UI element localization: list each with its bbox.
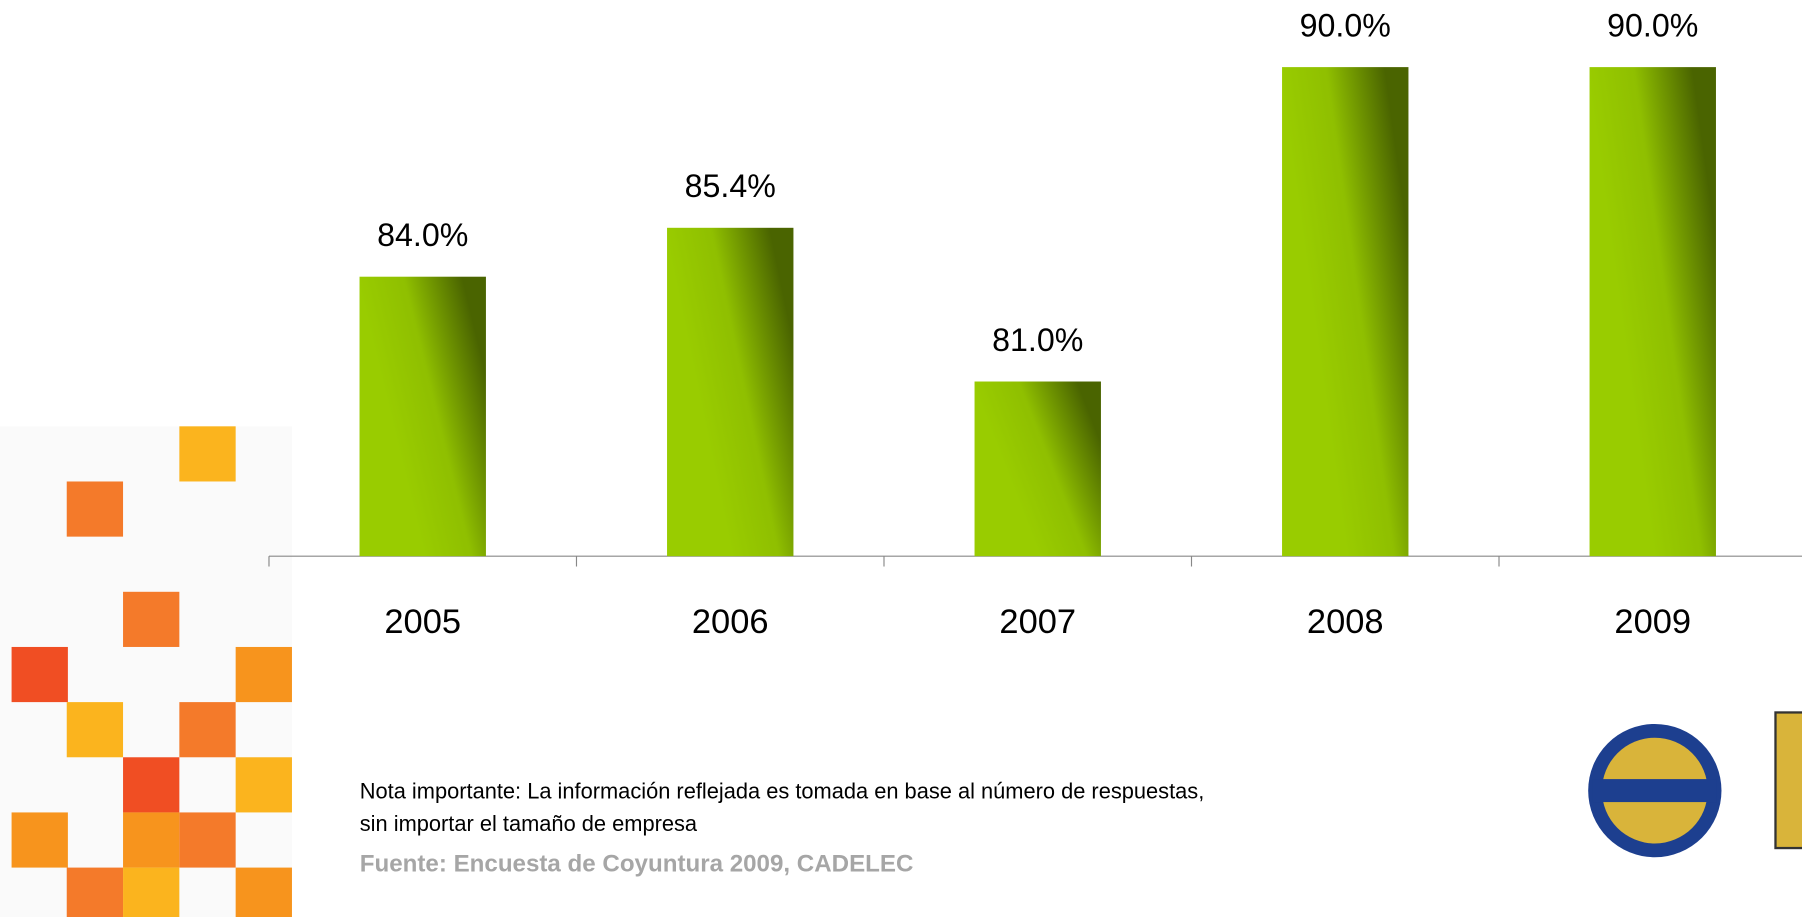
x-tick-label: 2009 [1614, 603, 1691, 641]
logos [1588, 711, 1802, 858]
value-label: 85.4% [685, 168, 776, 204]
bar [667, 227, 794, 557]
x-tick-label: 2006 [692, 603, 769, 641]
source: Fuente: Encuesta de Coyuntura 2009, CADE… [360, 851, 914, 878]
bar [359, 276, 486, 557]
x-tick-label: 2005 [384, 603, 461, 641]
x-tick-label: 2008 [1307, 603, 1384, 641]
note-line: sin importar el tamaño de empresa [360, 811, 698, 836]
note-line: Nota importante: La información reflejad… [360, 779, 1205, 804]
value-label: 84.0% [377, 217, 468, 253]
value-label: 90.0% [1300, 8, 1391, 44]
value-label: 81.0% [992, 322, 1083, 358]
bar [1589, 67, 1716, 557]
decor-squares [0, 426, 292, 917]
x-tick-label: 2007 [999, 603, 1076, 641]
bar [974, 381, 1101, 557]
value-label: 90.0% [1607, 8, 1698, 44]
bar [1282, 67, 1409, 557]
